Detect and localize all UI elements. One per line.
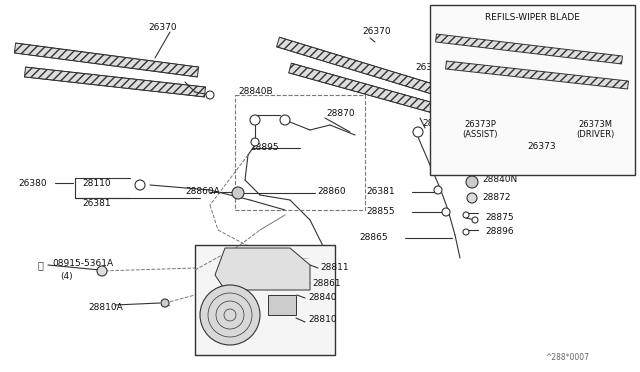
Text: ^288*0007: ^288*0007 — [545, 353, 589, 362]
Circle shape — [232, 187, 244, 199]
Bar — [195, 245, 335, 355]
Text: 28110: 28110 — [82, 179, 111, 187]
Polygon shape — [24, 67, 205, 97]
Bar — [430, 5, 635, 175]
Text: REFILS-WIPER BLADE: REFILS-WIPER BLADE — [485, 13, 580, 22]
Polygon shape — [276, 37, 497, 113]
Polygon shape — [445, 61, 628, 89]
Text: 28896: 28896 — [485, 228, 514, 237]
Text: 26373P: 26373P — [464, 120, 496, 129]
Circle shape — [206, 91, 214, 99]
Text: Ⓜ: Ⓜ — [37, 260, 43, 270]
Circle shape — [472, 217, 478, 223]
Circle shape — [442, 208, 450, 216]
Circle shape — [463, 212, 469, 218]
Text: 28855: 28855 — [366, 208, 395, 217]
Circle shape — [135, 180, 145, 190]
Circle shape — [250, 115, 260, 125]
Circle shape — [467, 193, 477, 203]
Text: 26373: 26373 — [528, 142, 556, 151]
Circle shape — [413, 127, 423, 137]
Text: 28110: 28110 — [422, 119, 451, 128]
Text: 28895: 28895 — [250, 144, 278, 153]
Text: 28810: 28810 — [308, 315, 337, 324]
Text: 28840N: 28840N — [482, 176, 517, 185]
Text: 28840: 28840 — [308, 294, 337, 302]
Text: 26380: 26380 — [18, 179, 47, 187]
Circle shape — [466, 176, 478, 188]
Circle shape — [280, 115, 290, 125]
Text: 28872: 28872 — [482, 192, 511, 202]
Text: 28861: 28861 — [312, 279, 340, 288]
Text: (DRIVER): (DRIVER) — [576, 130, 614, 139]
Bar — [235, 95, 365, 210]
Text: 26370: 26370 — [148, 23, 177, 32]
Text: (4): (4) — [60, 272, 72, 280]
Text: 28875: 28875 — [485, 214, 514, 222]
Text: 26370: 26370 — [362, 28, 390, 36]
Text: 26381: 26381 — [82, 199, 111, 208]
Bar — [268, 295, 296, 315]
Text: 26380: 26380 — [415, 64, 444, 73]
Circle shape — [463, 229, 469, 235]
Text: 08915-5361A: 08915-5361A — [52, 259, 113, 267]
Text: 28811: 28811 — [320, 263, 349, 272]
Text: 28865: 28865 — [360, 234, 388, 243]
Text: 28840B: 28840B — [238, 87, 273, 96]
Text: 26373M: 26373M — [578, 120, 612, 129]
Circle shape — [161, 299, 169, 307]
Text: 28810A: 28810A — [88, 304, 123, 312]
Polygon shape — [289, 63, 506, 133]
Circle shape — [97, 266, 107, 276]
Circle shape — [200, 285, 260, 345]
Circle shape — [434, 186, 442, 194]
Polygon shape — [215, 248, 310, 290]
Text: 28870: 28870 — [326, 109, 355, 118]
Text: 26381: 26381 — [366, 187, 395, 196]
Text: 28860A: 28860A — [185, 187, 220, 196]
Circle shape — [251, 138, 259, 146]
Text: 28860: 28860 — [317, 187, 346, 196]
Text: (ASSIST): (ASSIST) — [462, 130, 498, 139]
Polygon shape — [14, 43, 198, 77]
Polygon shape — [436, 34, 623, 64]
